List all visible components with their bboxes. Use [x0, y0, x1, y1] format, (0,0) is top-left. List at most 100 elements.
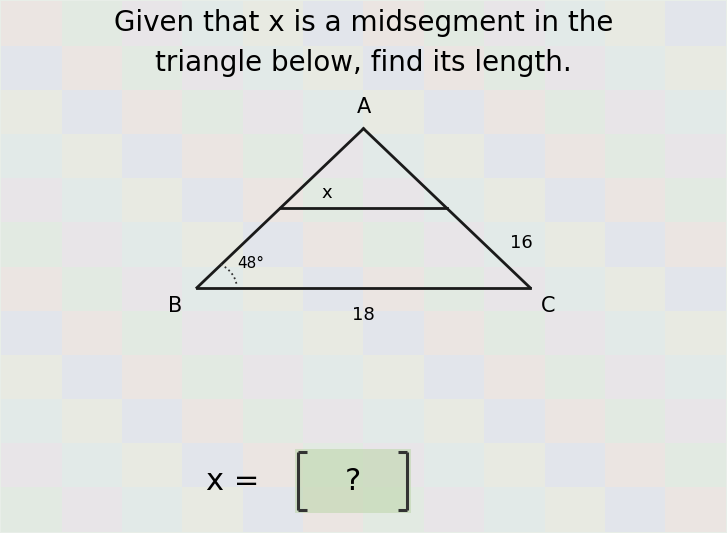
Bar — [303, 443, 364, 487]
Bar — [484, 311, 545, 355]
Bar — [605, 355, 665, 399]
Bar — [182, 487, 243, 531]
Bar — [545, 443, 605, 487]
Bar — [62, 355, 122, 399]
Bar — [303, 222, 364, 266]
Bar — [665, 443, 726, 487]
Bar — [1, 399, 62, 443]
Bar — [424, 222, 484, 266]
Bar — [122, 266, 182, 311]
Bar — [364, 178, 424, 222]
Bar — [303, 2, 364, 46]
Bar — [424, 134, 484, 178]
Bar — [545, 2, 605, 46]
Bar — [243, 487, 303, 531]
Bar — [665, 311, 726, 355]
Bar — [605, 266, 665, 311]
Bar — [605, 399, 665, 443]
Bar — [484, 266, 545, 311]
Bar — [182, 355, 243, 399]
Bar — [424, 487, 484, 531]
Bar — [62, 487, 122, 531]
Bar — [484, 399, 545, 443]
Bar — [424, 311, 484, 355]
Text: 18: 18 — [352, 306, 375, 324]
Bar — [484, 46, 545, 90]
Bar — [1, 134, 62, 178]
Bar — [303, 355, 364, 399]
Bar — [605, 443, 665, 487]
Bar — [364, 2, 424, 46]
Bar — [665, 46, 726, 90]
Bar — [62, 443, 122, 487]
Bar — [182, 311, 243, 355]
Bar — [182, 90, 243, 134]
Bar — [364, 90, 424, 134]
Text: Given that x is a midsegment in the: Given that x is a midsegment in the — [114, 10, 613, 37]
Bar — [182, 266, 243, 311]
Bar — [1, 178, 62, 222]
Bar — [484, 2, 545, 46]
Bar — [1, 46, 62, 90]
Bar — [243, 222, 303, 266]
Bar — [122, 90, 182, 134]
Bar — [122, 134, 182, 178]
Bar — [484, 443, 545, 487]
Bar — [62, 311, 122, 355]
Bar — [182, 46, 243, 90]
Bar — [545, 311, 605, 355]
Bar — [545, 90, 605, 134]
Bar — [665, 178, 726, 222]
Bar — [605, 2, 665, 46]
Bar — [364, 46, 424, 90]
Bar — [182, 443, 243, 487]
Bar — [545, 46, 605, 90]
Bar — [122, 222, 182, 266]
Bar — [484, 487, 545, 531]
Bar — [605, 487, 665, 531]
Bar — [424, 443, 484, 487]
Bar — [665, 2, 726, 46]
Bar — [484, 134, 545, 178]
Bar — [364, 443, 424, 487]
Text: triangle below, find its length.: triangle below, find its length. — [155, 49, 572, 77]
Text: x =: x = — [206, 467, 269, 496]
Text: A: A — [356, 97, 371, 117]
Bar — [303, 487, 364, 531]
Bar — [545, 266, 605, 311]
Bar — [484, 178, 545, 222]
Bar — [62, 90, 122, 134]
Bar — [62, 399, 122, 443]
Bar — [665, 266, 726, 311]
Bar — [122, 178, 182, 222]
Bar — [303, 90, 364, 134]
Bar — [243, 443, 303, 487]
Bar — [1, 311, 62, 355]
Bar — [122, 399, 182, 443]
Bar — [122, 46, 182, 90]
Bar — [303, 266, 364, 311]
Bar — [364, 355, 424, 399]
Bar — [364, 487, 424, 531]
Bar — [605, 46, 665, 90]
Bar — [545, 134, 605, 178]
Bar — [605, 90, 665, 134]
Bar — [665, 222, 726, 266]
Bar — [182, 2, 243, 46]
Bar — [424, 46, 484, 90]
Bar — [243, 2, 303, 46]
Bar — [545, 355, 605, 399]
Bar — [303, 46, 364, 90]
Text: 48°: 48° — [237, 256, 264, 271]
Bar — [1, 355, 62, 399]
Bar — [545, 487, 605, 531]
Bar — [364, 134, 424, 178]
Bar — [424, 355, 484, 399]
Bar — [303, 134, 364, 178]
Bar — [62, 178, 122, 222]
Bar — [665, 355, 726, 399]
Bar — [243, 134, 303, 178]
Bar — [484, 355, 545, 399]
Bar — [122, 487, 182, 531]
Bar — [605, 311, 665, 355]
